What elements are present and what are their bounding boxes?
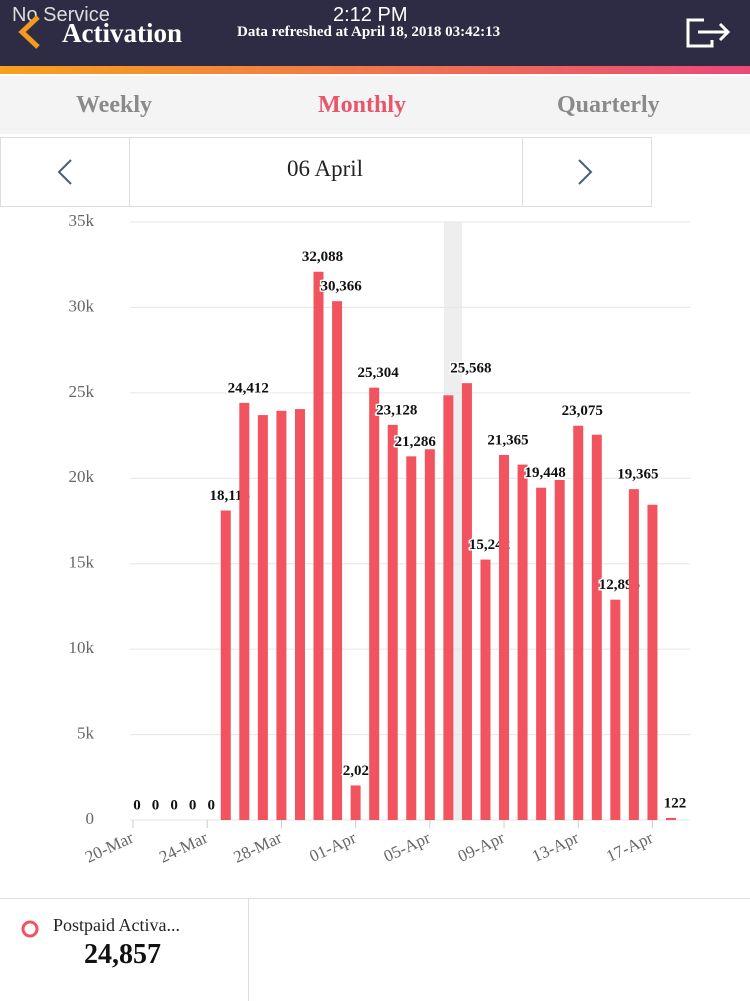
y-tick-label: 30k: [69, 296, 95, 315]
y-tick-label: 25k: [69, 382, 95, 401]
y-tick-label: 0: [86, 809, 95, 828]
x-tick-label: 17-Apr: [603, 828, 656, 866]
bar: [294, 409, 305, 820]
y-tick-label: 10k: [69, 638, 95, 657]
bar: [350, 785, 361, 820]
bar: [332, 301, 343, 821]
page-title: Activation: [62, 18, 182, 48]
next-button[interactable]: [573, 156, 597, 188]
date-box: [129, 138, 523, 206]
bar: [387, 424, 398, 820]
value-label: 21,286: [395, 434, 437, 450]
value-label: 19,365: [617, 467, 658, 483]
bar: [647, 504, 658, 820]
y-tick-label: 35k: [69, 211, 95, 230]
accent-stripe: [0, 66, 750, 74]
bar: [257, 415, 268, 820]
bar: [480, 559, 491, 820]
value-label: 23,075: [562, 403, 603, 419]
bar: [499, 454, 510, 820]
value-label: 24,412: [228, 380, 269, 396]
bar: [610, 599, 621, 820]
y-tick-label: 5k: [77, 723, 95, 742]
legend-label: Postpaid Activa...: [53, 915, 180, 935]
legend-marker: [21, 920, 39, 938]
value-label: 21,365: [487, 432, 528, 448]
bar: [554, 479, 565, 820]
bar: [424, 449, 435, 820]
logout-button[interactable]: [684, 14, 734, 50]
x-tick-label: 28-Mar: [231, 828, 286, 867]
bar: [369, 387, 380, 820]
bar: [443, 395, 454, 820]
summary-value: 24,857: [84, 939, 161, 970]
value-label: 25,304: [358, 365, 400, 381]
bar: [220, 510, 231, 820]
bar: [313, 271, 324, 820]
summary-panel: Postpaid Activa... 24,857: [0, 898, 750, 1001]
prev-button[interactable]: [53, 156, 77, 188]
bar: [628, 489, 639, 820]
x-tick-label: 01-Apr: [306, 828, 359, 866]
refresh-note: Data refreshed at April 18, 2018 03:42:1…: [237, 24, 501, 40]
summary-card[interactable]: [0, 899, 249, 1001]
header-bar: No Service 2:12 PM Activation Data refre…: [0, 0, 750, 66]
bar: [239, 402, 250, 820]
bar: [406, 456, 417, 820]
bar: [276, 410, 287, 820]
back-button[interactable]: [14, 14, 44, 50]
y-tick-label: 20k: [69, 467, 95, 486]
x-tick-label: 13-Apr: [529, 828, 582, 866]
date-navigator: 06 April: [0, 137, 652, 207]
x-tick-label: 09-Apr: [455, 828, 508, 866]
value-label: 0: [207, 797, 215, 813]
date-label: 06 April: [286, 156, 364, 181]
value-label: 122: [664, 795, 687, 811]
x-tick-label: 24-Mar: [156, 828, 211, 867]
tab-monthly[interactable]: Monthly: [318, 92, 407, 118]
tab-quarterly[interactable]: Quarterly: [557, 92, 660, 118]
value-label: 0: [170, 797, 178, 813]
bar: [666, 817, 676, 820]
value-label: 0: [189, 797, 197, 813]
bar: [591, 434, 602, 820]
tab-weekly[interactable]: Weekly: [76, 92, 152, 118]
bar: [573, 425, 584, 820]
value-label: 32,088: [302, 249, 343, 265]
x-tick-label: 20-Mar: [82, 828, 137, 867]
bar: [517, 464, 528, 820]
bar: [536, 487, 547, 820]
value-label: 30,366: [320, 279, 362, 295]
x-tick-label: 05-Apr: [381, 828, 434, 866]
y-tick-label: 15k: [69, 553, 95, 572]
value-label: 23,128: [376, 402, 417, 418]
value-label: 2,022: [343, 763, 377, 779]
period-tabs: Weekly Monthly Quarterly: [0, 76, 750, 134]
clock: 2:12 PM: [333, 4, 408, 26]
value-label: 0: [152, 797, 160, 813]
value-label: 0: [133, 797, 141, 813]
bar: [461, 383, 472, 820]
value-label: 25,568: [450, 361, 491, 377]
value-label: 19,448: [525, 465, 566, 481]
